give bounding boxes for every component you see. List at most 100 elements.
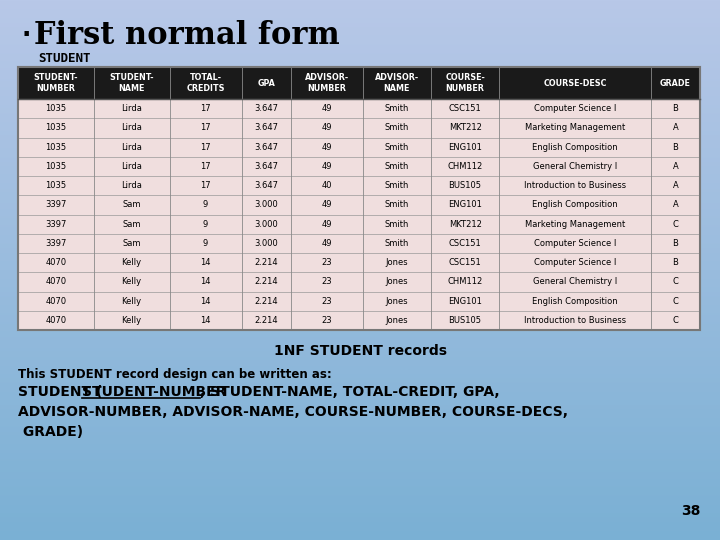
Text: 49: 49	[322, 123, 332, 132]
Text: 3.000: 3.000	[254, 239, 278, 248]
Bar	[18, 67, 700, 330]
Text: BUS105: BUS105	[449, 316, 482, 325]
Text: GRADE: GRADE	[660, 78, 690, 87]
Text: First normal form: First normal form	[34, 19, 340, 51]
Text: 49: 49	[322, 239, 332, 248]
Text: 17: 17	[200, 143, 211, 152]
Text: Smith: Smith	[384, 181, 409, 190]
Text: 1035: 1035	[45, 143, 66, 152]
Text: B: B	[672, 239, 678, 248]
Text: 3.647: 3.647	[254, 104, 278, 113]
Text: ENG101: ENG101	[448, 200, 482, 210]
Text: Jones: Jones	[386, 316, 408, 325]
Text: 23: 23	[322, 296, 332, 306]
Text: ·: ·	[22, 23, 32, 47]
Text: A: A	[672, 181, 678, 190]
Text: 1035: 1035	[45, 123, 66, 132]
Text: 40: 40	[322, 181, 332, 190]
Text: 3.647: 3.647	[254, 181, 278, 190]
Text: ADVISOR-NUMBER, ADVISOR-NAME, COURSE-NUMBER, COURSE-DECS,: ADVISOR-NUMBER, ADVISOR-NAME, COURSE-NUM…	[18, 405, 568, 419]
Text: Smith: Smith	[384, 143, 409, 152]
Text: C: C	[672, 278, 678, 286]
Text: COURSE-DESC: COURSE-DESC	[543, 78, 607, 87]
Text: 14: 14	[200, 316, 211, 325]
Text: Sam: Sam	[122, 200, 141, 210]
Text: ENG101: ENG101	[448, 143, 482, 152]
Text: English Composition: English Composition	[532, 296, 618, 306]
Text: 4070: 4070	[45, 316, 66, 325]
Text: C: C	[672, 220, 678, 228]
Text: 17: 17	[200, 181, 211, 190]
Text: 3.647: 3.647	[254, 143, 278, 152]
Text: BUS105: BUS105	[449, 181, 482, 190]
Text: 9: 9	[203, 220, 208, 228]
Text: CSC151: CSC151	[449, 239, 482, 248]
Text: STUDENT-
NAME: STUDENT- NAME	[109, 73, 154, 92]
Text: CHM112: CHM112	[447, 278, 482, 286]
Text: 2.214: 2.214	[254, 296, 278, 306]
Bar	[18, 292, 700, 310]
Text: 2.214: 2.214	[254, 278, 278, 286]
Text: Smith: Smith	[384, 104, 409, 113]
Bar	[18, 253, 700, 272]
Text: Smith: Smith	[384, 162, 409, 171]
Text: 1035: 1035	[45, 162, 66, 171]
Text: 4070: 4070	[45, 278, 66, 286]
Text: Marketing Management: Marketing Management	[525, 220, 625, 228]
Bar	[18, 99, 700, 118]
Text: 49: 49	[322, 200, 332, 210]
Text: 3397: 3397	[45, 200, 66, 210]
Text: Sam: Sam	[122, 239, 141, 248]
Text: Smith: Smith	[384, 239, 409, 248]
Text: 49: 49	[322, 143, 332, 152]
Bar	[18, 138, 700, 157]
Text: B: B	[672, 104, 678, 113]
Text: , STUDENT-NAME, TOTAL-CREDIT, GPA,: , STUDENT-NAME, TOTAL-CREDIT, GPA,	[200, 385, 500, 399]
Text: 17: 17	[200, 162, 211, 171]
Text: 49: 49	[322, 104, 332, 113]
Text: C: C	[672, 296, 678, 306]
Text: 1035: 1035	[45, 104, 66, 113]
Text: A: A	[672, 123, 678, 132]
Text: ENG101: ENG101	[448, 296, 482, 306]
Text: Jones: Jones	[386, 296, 408, 306]
Text: 3.000: 3.000	[254, 220, 278, 228]
Text: 3397: 3397	[45, 220, 66, 228]
Text: 17: 17	[200, 104, 211, 113]
Text: B: B	[672, 258, 678, 267]
FancyBboxPatch shape	[18, 67, 700, 330]
Text: 49: 49	[322, 220, 332, 228]
Text: Lirda: Lirda	[121, 181, 142, 190]
Text: C: C	[672, 316, 678, 325]
Text: Smith: Smith	[384, 123, 409, 132]
Text: This STUDENT record design can be written as:: This STUDENT record design can be writte…	[18, 368, 332, 381]
Text: English Composition: English Composition	[532, 143, 618, 152]
Bar	[18, 195, 700, 214]
Text: ADVISOR-
NAME: ADVISOR- NAME	[375, 73, 419, 92]
Text: STUDENT: STUDENT	[38, 51, 91, 64]
Text: 14: 14	[200, 278, 211, 286]
Bar	[18, 310, 700, 330]
Text: 38: 38	[680, 504, 700, 518]
Text: CSC151: CSC151	[449, 258, 482, 267]
Text: Computer Science I: Computer Science I	[534, 239, 616, 248]
Text: 23: 23	[322, 258, 332, 267]
Text: Lirda: Lirda	[121, 104, 142, 113]
Text: Marketing Management: Marketing Management	[525, 123, 625, 132]
Text: GRADE): GRADE)	[18, 425, 83, 439]
Text: CSC151: CSC151	[449, 104, 482, 113]
Bar	[18, 176, 700, 195]
Text: Kelly: Kelly	[122, 258, 142, 267]
Text: ADVISOR-
NUMBER: ADVISOR- NUMBER	[305, 73, 349, 92]
Text: Computer Science I: Computer Science I	[534, 104, 616, 113]
Text: STUDENT (: STUDENT (	[18, 385, 102, 399]
Text: A: A	[672, 162, 678, 171]
Text: Kelly: Kelly	[122, 296, 142, 306]
Text: CHM112: CHM112	[447, 162, 482, 171]
Bar	[18, 272, 700, 292]
Text: Smith: Smith	[384, 200, 409, 210]
Text: STUDENT-
NUMBER: STUDENT- NUMBER	[34, 73, 78, 92]
Text: 9: 9	[203, 200, 208, 210]
Text: 3397: 3397	[45, 239, 66, 248]
Text: STUDENT-NUMBER: STUDENT-NUMBER	[82, 385, 226, 399]
